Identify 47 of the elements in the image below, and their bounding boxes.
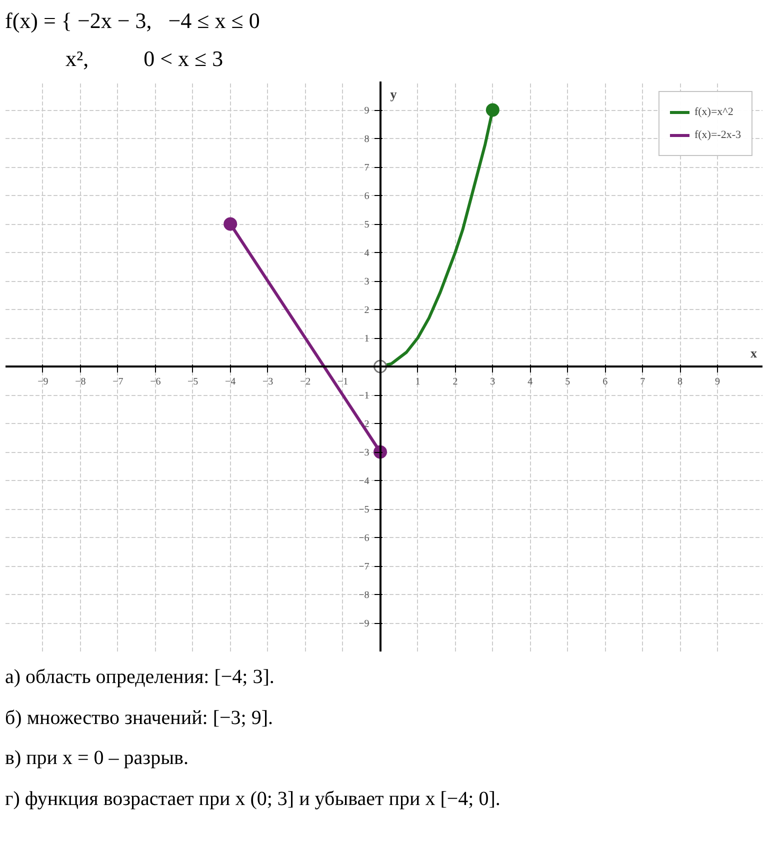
legend-label: f(x)=-2x-3: [694, 129, 741, 141]
text: в) при x = 0 – разрыв.: [5, 746, 188, 772]
x-tick-label: −1: [337, 376, 348, 388]
y-tick-label: 3: [364, 276, 370, 288]
x-tick-label: −8: [75, 376, 86, 388]
y-tick-label: 6: [364, 191, 370, 202]
x-tick-label: 4: [528, 376, 533, 388]
x-axis-title: x: [750, 346, 758, 360]
y-tick-label: −7: [358, 562, 370, 572]
x-tick-label: 9: [715, 376, 720, 388]
y-tick-label: 9: [364, 106, 370, 116]
x-tick-label: 8: [678, 376, 683, 388]
x-tick-label: −5: [188, 376, 198, 388]
point: [224, 217, 238, 231]
x-tick-label: −2: [300, 376, 311, 388]
text: б) множество значений: [−3; 9].: [5, 706, 273, 731]
x-tick-label: 2: [452, 376, 458, 388]
chart-title: f(x) = { −2x − 3, −4 ≤ x ≤ 0: [5, 7, 260, 35]
x-tick-label: 5: [565, 376, 570, 388]
y-tick-label: 7: [364, 162, 370, 174]
y-tick-label: 1: [364, 334, 370, 344]
text: г) функция возрастает при x (0; 3] и убывает при x [−4; 0].: [5, 786, 500, 812]
y-tick-label: −9: [358, 618, 370, 630]
y-tick-label: −6: [358, 533, 370, 544]
y-tick-label: −8: [358, 590, 370, 601]
y-axis-title: y: [390, 86, 398, 102]
chart-subtitle: x², 0 < x ≤ 3: [64, 45, 224, 73]
y-tick-label: −3: [358, 448, 370, 458]
x-tick-label: 3: [490, 376, 496, 388]
y-tick-label: −5: [358, 504, 370, 516]
x-tick-label: 6: [602, 376, 608, 388]
x-tick-label: 1: [415, 376, 420, 388]
x-tick-label: 7: [640, 376, 646, 388]
x-tick-label: −7: [112, 376, 124, 388]
x-tick-label: −3: [262, 376, 274, 388]
legend-label: f(x)=x^2: [694, 106, 734, 118]
y-tick-label: 5: [364, 220, 370, 230]
point: [486, 103, 500, 117]
y-tick-label: 8: [364, 134, 370, 145]
x-tick-label: −9: [38, 376, 48, 388]
y-tick-label: −4: [358, 476, 370, 487]
text: а) область определения: [−4; 3].: [5, 665, 274, 690]
x-tick-label: −6: [150, 376, 161, 388]
x-tick-label: −4: [225, 376, 236, 388]
y-tick-label: −1: [358, 390, 370, 402]
y-tick-label: 2: [364, 305, 370, 316]
y-tick-label: 4: [364, 248, 370, 259]
